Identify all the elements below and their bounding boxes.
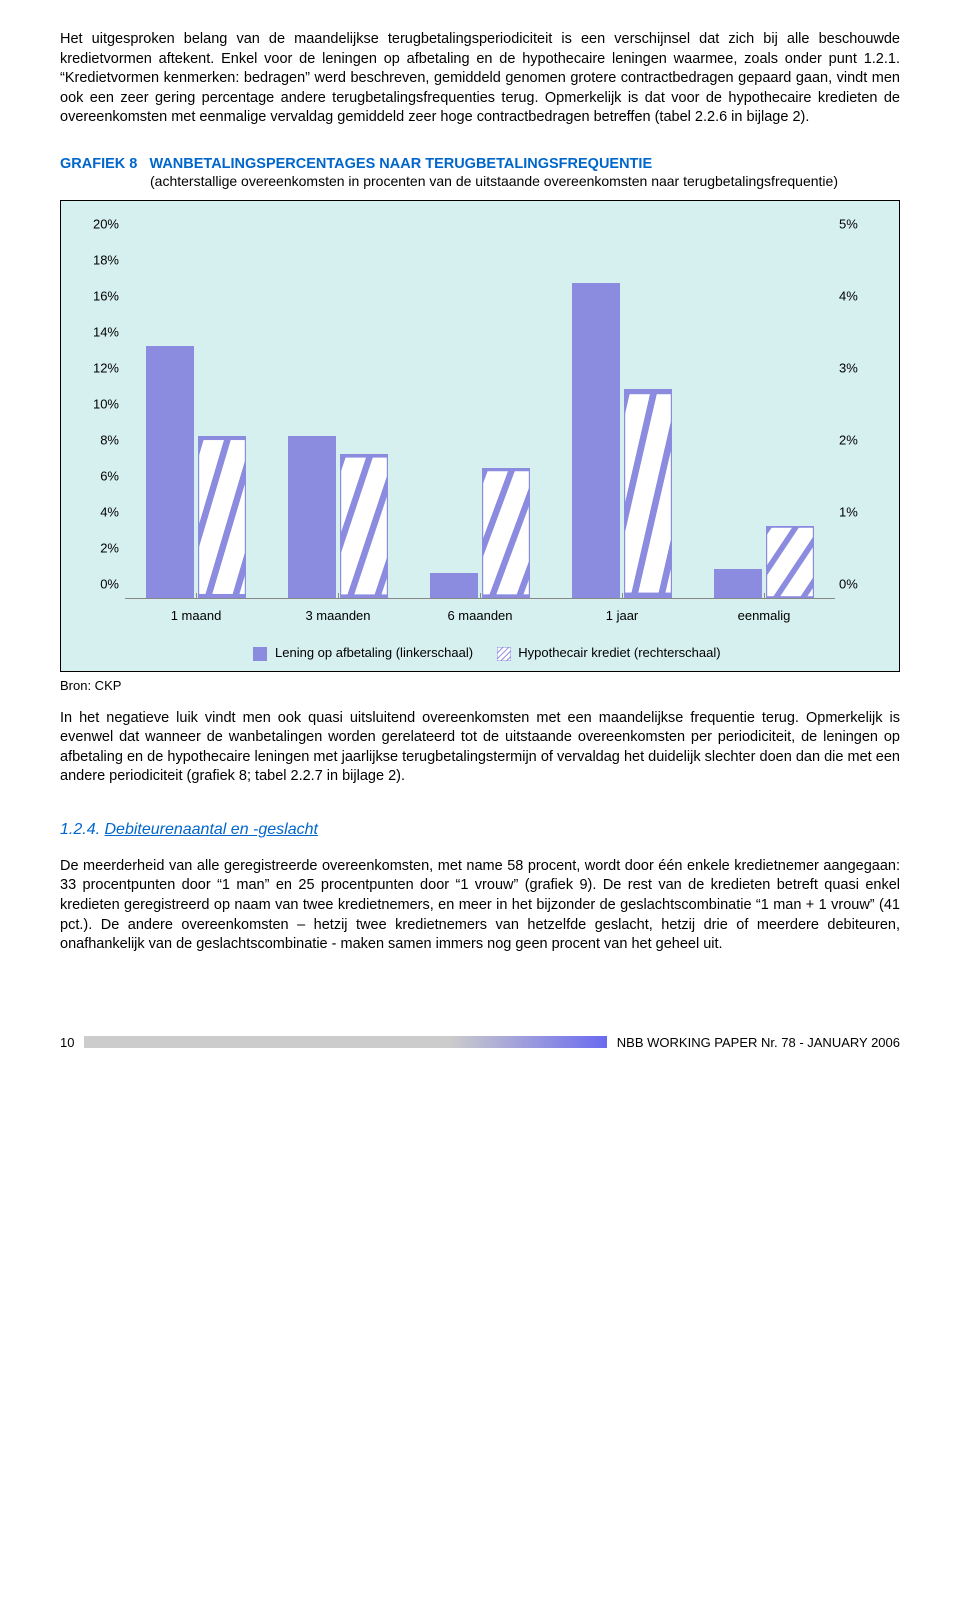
page-footer: 10 NBB WORKING PAPER Nr. 78 - JANUARY 20… (60, 1035, 900, 1050)
chart-plot: 20%18%16%14%12%10%8%6%4%2%0%5%4%3%2%1%0%… (125, 219, 835, 639)
y-left-tick: 12% (79, 361, 119, 376)
chart-legend: Lening op afbetaling (linkerschaal) Hypo… (75, 645, 885, 661)
chart-source: Bron: CKP (60, 678, 900, 693)
x-tick (338, 593, 339, 599)
chart-subtitle: (achterstallige overeenkomsten in procen… (150, 172, 900, 190)
paragraph-3: De meerderheid van alle geregistreerde o… (60, 857, 900, 955)
y-right-tick: 3% (839, 361, 879, 376)
y-left-tick: 2% (79, 541, 119, 556)
x-tick (764, 593, 765, 599)
legend-label-1: Lening op afbetaling (linkerschaal) (275, 645, 473, 660)
y-left-tick: 16% (79, 289, 119, 304)
legend-swatch-solid (253, 647, 267, 661)
x-tick (196, 593, 197, 599)
y-left-tick: 4% (79, 505, 119, 520)
chart-heading: GRAFIEK 8 WANBETALINGSPERCENTAGES NAAR T… (60, 156, 900, 190)
bar-series1 (430, 573, 478, 598)
bar-series2 (340, 454, 388, 598)
section-heading: 1.2.4. Debiteurenaantal en -geslacht (60, 821, 900, 839)
y-left-tick: 8% (79, 433, 119, 448)
y-right-tick: 1% (839, 505, 879, 520)
y-left-tick: 20% (79, 217, 119, 232)
bar-series1 (288, 436, 336, 598)
x-label: eenmalig (738, 608, 791, 623)
bar-series2 (198, 436, 246, 598)
section-number: 1.2.4. (60, 821, 100, 838)
paragraph-1: Het uitgesproken belang van de maandelij… (60, 30, 900, 128)
chart-container: 20% 18% 16% 14% 12% 10% 8% 6% 4% 2% 0% 5% 4% 3% 2% 1% 0%… (60, 200, 900, 672)
page-number: 10 (60, 1035, 74, 1050)
y-right-tick: 0% (839, 577, 879, 592)
footer-reference: NBB WORKING PAPER Nr. 78 - JANUARY 2006 (617, 1035, 900, 1050)
bar-series1 (572, 283, 620, 598)
footer-bar (84, 1036, 606, 1048)
x-label: 1 maand (171, 608, 222, 623)
chart-title: WANBETALINGSPERCENTAGES NAAR TERUGBETALI… (149, 156, 652, 172)
x-label: 3 maanden (305, 608, 370, 623)
chart-label: GRAFIEK 8 (60, 156, 137, 172)
legend-swatch-hatch (497, 647, 511, 661)
x-tick (480, 593, 481, 599)
bar-series2 (766, 526, 814, 598)
x-label: 1 jaar (606, 608, 639, 623)
bar-series1 (146, 346, 194, 598)
y-right-tick: 4% (839, 289, 879, 304)
bar-series2 (624, 389, 672, 598)
y-right-tick: 2% (839, 433, 879, 448)
x-tick (622, 593, 623, 599)
paragraph-2: In het negatieve luik vindt men ook quas… (60, 709, 900, 787)
y-left-tick: 14% (79, 325, 119, 340)
y-left-tick: 0% (79, 577, 119, 592)
y-left-tick: 10% (79, 397, 119, 412)
legend-label-2: Hypothecair krediet (rechterschaal) (518, 645, 720, 660)
bar-series1 (714, 569, 762, 598)
bar-series2 (482, 468, 530, 598)
y-left-tick: 18% (79, 253, 119, 268)
y-left-tick: 6% (79, 469, 119, 484)
x-label: 6 maanden (447, 608, 512, 623)
y-right-tick: 5% (839, 217, 879, 232)
section-title: Debiteurenaantal en -geslacht (104, 821, 317, 838)
